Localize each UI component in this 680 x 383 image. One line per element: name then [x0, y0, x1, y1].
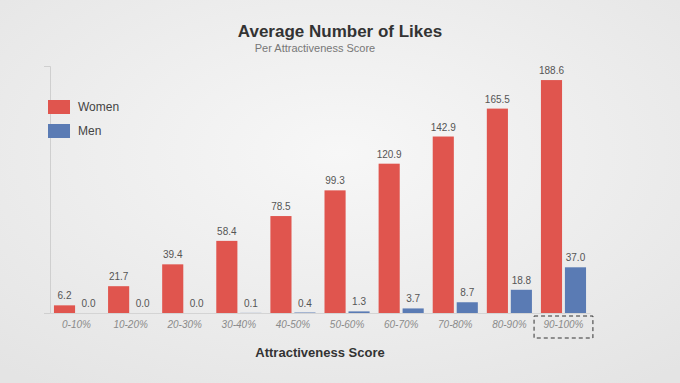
data-label: 188.6 — [539, 65, 564, 76]
legend-swatch — [48, 100, 70, 114]
legend-label: Men — [78, 124, 101, 138]
data-label: 18.8 — [512, 275, 532, 286]
x-tick: 10-20% — [113, 319, 148, 330]
x-tick-label: 90-100% — [543, 319, 583, 330]
data-label: 99.3 — [325, 175, 345, 186]
data-label: 21.7 — [109, 271, 129, 282]
x-tick: 90-100% — [543, 319, 583, 330]
data-label: 120.9 — [377, 149, 402, 160]
bar — [511, 290, 532, 313]
data-label: 58.4 — [217, 226, 237, 237]
x-tick-label: 60-70% — [384, 319, 419, 330]
data-label: 0.0 — [190, 298, 204, 309]
bar — [379, 164, 400, 313]
legend: Women Men — [48, 100, 119, 138]
legend-label: Women — [78, 100, 119, 114]
x-tick: 80-90% — [492, 319, 527, 330]
data-label: 39.4 — [163, 249, 183, 260]
bar — [216, 241, 237, 313]
data-label: 0.0 — [82, 298, 96, 309]
x-tick-label: 0-10% — [62, 319, 91, 330]
bar — [294, 312, 315, 313]
bar — [108, 286, 129, 313]
background — [0, 0, 680, 383]
bar — [565, 267, 586, 313]
data-label: 165.5 — [485, 94, 510, 105]
legend-item: Men — [48, 124, 101, 138]
x-tick: 50-60% — [330, 319, 365, 330]
data-label: 142.9 — [431, 122, 456, 133]
x-tick-label: 20-30% — [166, 319, 202, 330]
x-axis-line — [51, 313, 591, 314]
x-tick: 0-10% — [62, 319, 91, 330]
bar — [132, 313, 153, 314]
legend-swatch — [48, 124, 70, 138]
x-tick-label: 10-20% — [113, 319, 148, 330]
title: Average Number of Likes — [238, 22, 442, 41]
bar — [433, 137, 454, 313]
bar — [270, 216, 291, 313]
data-labels: 6.2 21.7 39.4 58.4 78.5 99.3 120.9 142.9 165.5 18… — [58, 65, 586, 309]
bar — [78, 313, 99, 314]
bar — [487, 109, 508, 313]
bar — [186, 313, 207, 314]
bar — [457, 302, 478, 313]
subtitle: Per Attractiveness Score — [255, 42, 375, 54]
highlight-box — [534, 316, 593, 338]
data-label: 37.0 — [566, 252, 586, 263]
bar — [54, 305, 75, 313]
x-tick-label: 50-60% — [330, 319, 365, 330]
data-label: 0.4 — [298, 298, 312, 309]
data-label: 8.7 — [460, 287, 474, 298]
x-tick: 70-80% — [438, 319, 473, 330]
bars — [54, 80, 586, 313]
x-tick-label: 30-40% — [222, 319, 257, 330]
data-label: 0.1 — [244, 298, 258, 309]
x-tick-label: 70-80% — [438, 319, 473, 330]
data-label: 1.3 — [352, 296, 366, 307]
bar — [240, 312, 261, 313]
bar — [348, 311, 369, 313]
x-axis: 0-10% 10-20% 20-30% 30-40% 40-50% 50-60% 60-70… — [51, 314, 591, 331]
bar — [541, 80, 562, 313]
plot: 0-10% 10-20% 20-30% 30-40% 40-50% 50-60% 60-70… — [44, 65, 593, 338]
x-tick: 20-30% — [166, 319, 202, 330]
bar — [325, 190, 346, 313]
chart: 0-10% 10-20% 20-30% 30-40% 40-50% 50-60% 60-70… — [0, 0, 680, 383]
x-tick-label: 40-50% — [276, 319, 311, 330]
data-label: 3.7 — [406, 293, 420, 304]
bar — [403, 308, 424, 313]
data-label: 0.0 — [136, 298, 150, 309]
bar — [162, 264, 183, 313]
data-label: 78.5 — [271, 201, 291, 212]
x-axis-title: Attractiveness Score — [255, 345, 384, 360]
x-tick: 30-40% — [222, 319, 257, 330]
x-tick: 40-50% — [276, 319, 311, 330]
x-tick-label: 80-90% — [492, 319, 527, 330]
data-label: 6.2 — [58, 290, 72, 301]
legend-item: Women — [48, 100, 119, 114]
x-tick: 60-70% — [384, 319, 419, 330]
